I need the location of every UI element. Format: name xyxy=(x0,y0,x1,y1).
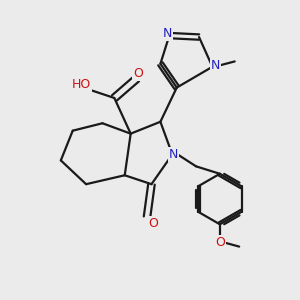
Text: O: O xyxy=(215,236,225,249)
Text: N: N xyxy=(162,27,172,40)
Text: HO: HO xyxy=(71,78,91,91)
Text: N: N xyxy=(211,59,220,72)
Text: O: O xyxy=(133,67,143,80)
Text: O: O xyxy=(148,217,158,230)
Text: N: N xyxy=(169,148,178,161)
